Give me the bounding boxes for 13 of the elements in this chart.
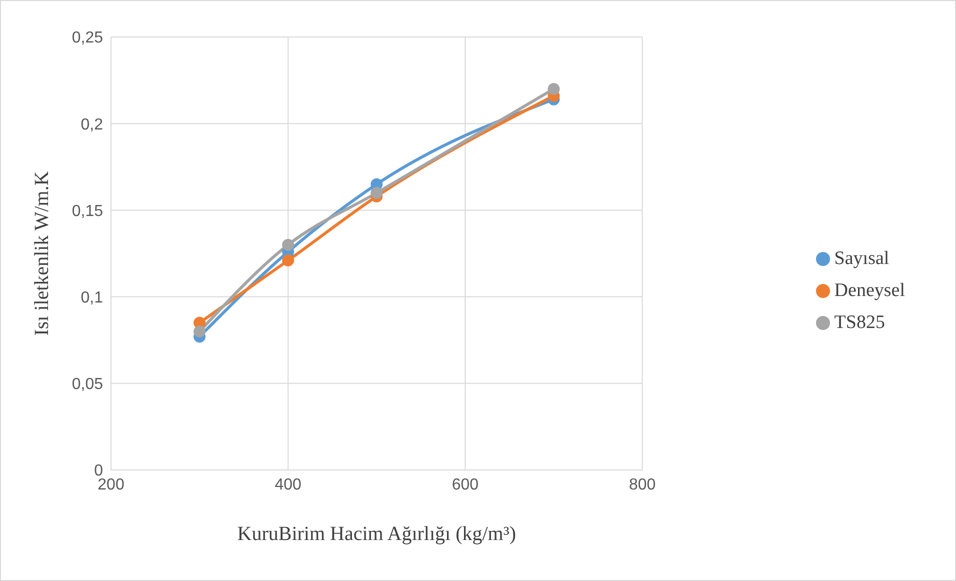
legend-label: TS825	[834, 312, 885, 332]
y-tick-label: 0,25	[72, 30, 104, 47]
x-tick-label: 600	[452, 476, 479, 494]
x-tick-label: 400	[274, 476, 302, 494]
legend-label: Sayısal	[834, 248, 890, 268]
y-tick-label: 0,2	[80, 116, 104, 134]
y-tick-label: 0,1	[80, 289, 104, 306]
legend-label: Deneysel	[834, 280, 905, 300]
x-axis-title: KuruBirim Hacim Ağırlığı (kg/m³)	[237, 523, 516, 545]
y-tick-label: 0,05	[72, 376, 104, 394]
y-tick-label: 0,15	[72, 202, 104, 220]
y-axis-title: Isı iletkenlik W/m.K	[31, 170, 54, 336]
x-tick-label: 800	[628, 476, 656, 494]
